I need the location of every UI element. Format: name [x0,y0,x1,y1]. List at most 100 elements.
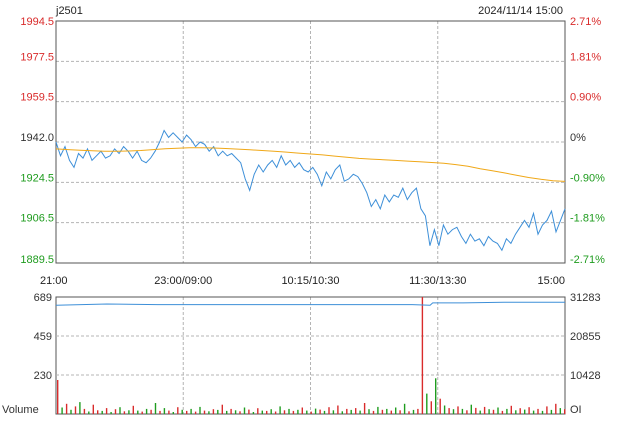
volume-bar [186,410,188,414]
volume-bar [141,411,143,414]
volume-bar [390,410,392,414]
volume-bar [426,393,428,414]
volume-axis: 689 31283 459 20855 230 10428 [34,292,601,382]
price-line [55,129,566,252]
volume-bar [145,408,148,414]
volume-bar [537,408,539,414]
volume-bar [452,409,455,414]
volume-bar [381,409,384,414]
volume-bar [341,411,343,414]
volume-bar [395,407,397,414]
volume-bar [328,407,330,414]
volume-bar [475,407,477,414]
percent-tick-label: 0% [570,132,586,144]
volume-bar [314,408,317,414]
volume-bar [488,409,490,414]
oi-tick-label: 20855 [570,331,601,343]
volume-bar [310,411,312,414]
volume-bar [319,409,321,414]
volume-bar [203,410,206,414]
volume-bar [270,409,272,414]
volume-bar [359,410,361,414]
oi-tick-label: 31283 [570,292,601,304]
volume-bar [119,407,121,414]
volume-bar [399,410,401,414]
volume-bar [461,408,464,414]
volume-bar [479,410,481,414]
volume-bar [128,410,130,414]
volume-bar [524,409,526,414]
volume-bar [154,403,157,414]
volume-bar [506,408,508,414]
volume-bar [306,410,308,414]
volume-bar [564,409,566,414]
volume-bar [65,403,68,414]
volume-bar [497,407,499,414]
volume-bar [297,409,299,414]
volume-bar [266,410,268,414]
volume-bar [457,406,459,414]
volume-bar [150,409,152,414]
time-axis: 21:00 23:00/09:00 10:15/10:30 11:30/13:30 15… [40,275,565,287]
time-tick-label: 15:00 [537,275,565,287]
time-tick-label: 11:30/13:30 [409,275,466,287]
time-tick-label: 10:15/10:30 [281,275,339,287]
volume-bar [510,405,512,414]
percent-axis: 2.71% 1.81% 0.90% 0% -0.90% -1.81% -2.71% [570,16,605,266]
volume-bar [283,410,286,414]
price-tick-label: 1959.5 [20,92,54,104]
volume-bar [403,403,406,414]
volume-bar [190,408,192,414]
volume-bar [323,410,326,414]
price-tick-label: 1889.5 [20,254,54,266]
volume-bar [123,411,126,414]
volume-bar [212,409,215,414]
volume-bar [97,410,99,414]
percent-tick-label: -1.81% [570,213,605,225]
volume-bar [181,409,183,414]
volume-tick-label: 459 [34,331,52,343]
price-tick-label: 1906.5 [20,213,54,225]
volume-bar [301,407,303,414]
volume-bar [252,412,255,414]
volume-bar [515,410,517,414]
price-series [55,129,566,252]
volume-bar [346,408,348,414]
volume-bar [430,401,432,414]
volume-bar [177,407,179,414]
price-axis: 1994.5 1977.5 1959.5 1942.0 1924.5 1906.5 1889… [20,16,54,266]
price-tick-label: 1994.5 [20,16,54,28]
time-tick-label: 23:00/09:00 [154,275,212,287]
volume-bar [234,410,237,414]
volume-bar [368,409,370,414]
volume-bar [541,410,544,414]
volume-bar [466,410,468,414]
price-grid [55,20,566,415]
open-interest-line [55,301,565,306]
volume-axis-title: Volume [2,404,39,416]
volume-bar [332,410,335,414]
volume-bar [435,378,437,414]
volume-bar [386,408,388,414]
volume-bar [292,410,295,414]
volume-bar [448,408,450,414]
time-tick-label: 21:00 [40,275,68,287]
volume-bar [532,410,535,414]
volume-bar [492,409,495,414]
volume-bar [337,405,339,414]
price-tick-label: 1977.5 [20,51,54,63]
volume-bar [408,411,410,414]
volume-bar [559,408,561,414]
volume-bar [417,408,419,414]
volume-bar [208,411,210,414]
percent-tick-label: -0.90% [570,172,605,184]
volume-bar [377,406,379,414]
volume-bar [172,412,174,414]
volume-bar [101,410,103,414]
volume-bar [110,412,112,414]
volume-bar [550,409,553,414]
volume-bar [363,403,366,414]
volume-bar [274,411,277,414]
volume-bar [279,406,281,414]
